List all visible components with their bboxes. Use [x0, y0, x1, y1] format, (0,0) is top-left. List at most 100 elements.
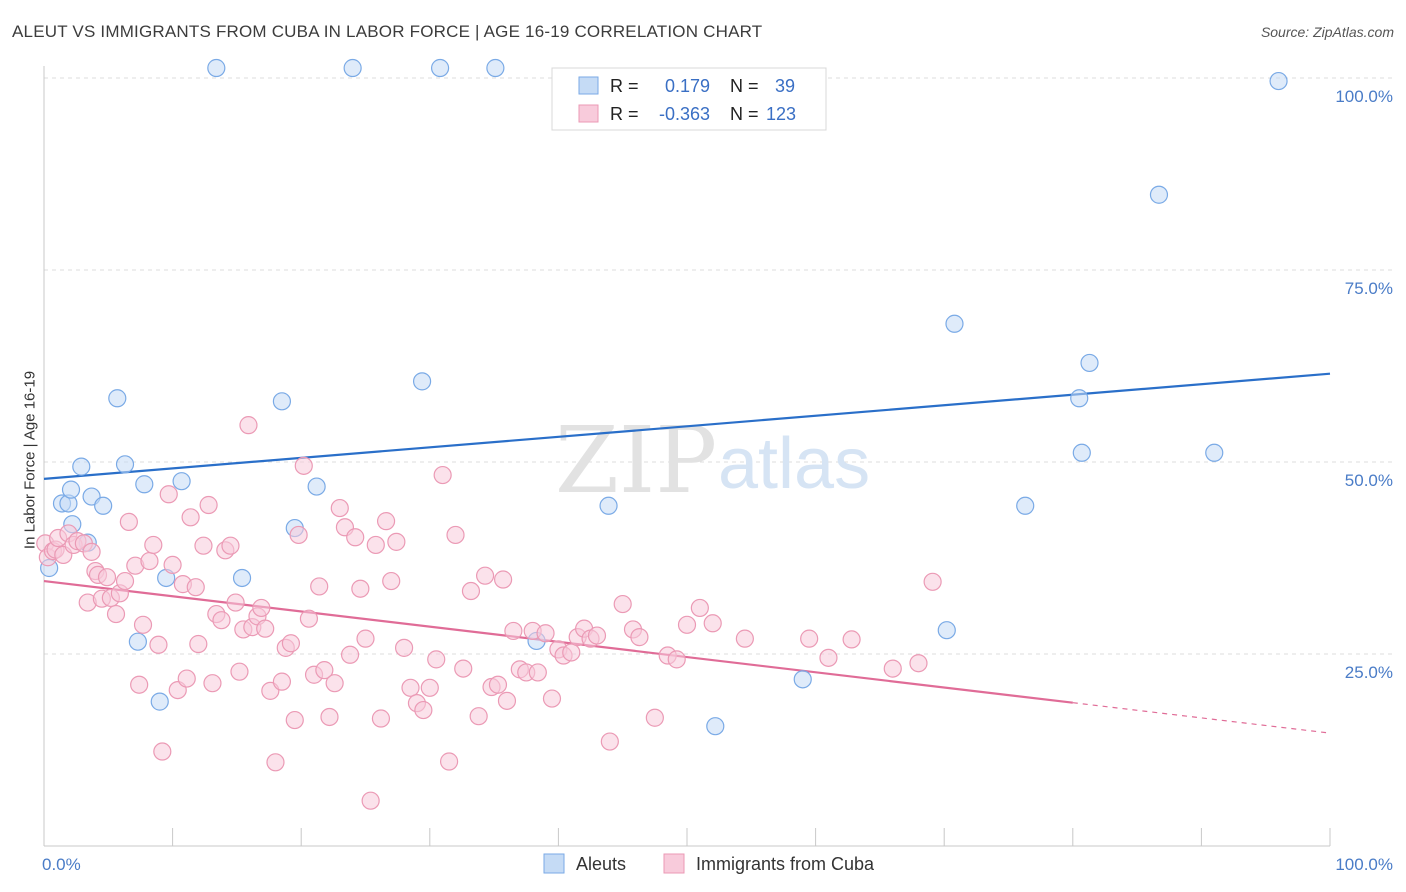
legend-swatch-cuba	[578, 104, 599, 123]
gridlines	[44, 77, 1392, 655]
cuba-point	[800, 629, 819, 648]
aleut-point	[108, 389, 127, 408]
cuba-point	[186, 578, 205, 597]
cuba-point	[285, 710, 304, 730]
legend-n-value-2: 123	[766, 104, 796, 124]
aleut-point	[1269, 71, 1288, 91]
cuba-point	[923, 572, 942, 591]
aleut-point	[1205, 443, 1224, 462]
cuba-point	[181, 508, 200, 527]
cuba-point	[221, 536, 240, 555]
aleut-point	[307, 477, 326, 496]
cuba-point	[199, 495, 218, 515]
aleut-point	[343, 58, 362, 78]
x-tick-label: 0.0%	[42, 855, 81, 874]
cuba-point	[203, 674, 222, 693]
cuba-point	[144, 535, 163, 555]
cuba-point	[281, 634, 301, 653]
cuba-point	[366, 535, 385, 555]
cuba-point	[494, 570, 513, 589]
aleut-point	[945, 314, 964, 333]
cuba-point	[226, 593, 245, 612]
cuba-point	[256, 619, 275, 638]
cuba-point	[340, 645, 360, 664]
watermark-atlas: atlas	[718, 424, 870, 504]
cuba-point	[613, 594, 632, 614]
watermark: ZIP atlas	[555, 407, 870, 514]
cuba-point	[294, 456, 313, 475]
series-legend: Aleuts Immigrants from Cuba	[543, 853, 875, 874]
cuba-point	[266, 753, 285, 772]
aleut-point	[1072, 443, 1091, 462]
aleut-point	[232, 568, 252, 588]
source-label: Source: ZipAtlas.com	[1260, 24, 1394, 40]
x-tick-labels: 0.0% 100.0%	[42, 855, 1393, 874]
aleut-point	[72, 457, 91, 476]
legend-r-value-2: -0.363	[659, 104, 710, 124]
aleut-point	[1016, 496, 1035, 515]
legend-n-label-2: N =	[730, 104, 759, 124]
cuba-point	[461, 581, 481, 601]
cuba-point	[115, 571, 135, 591]
cuba-point	[630, 628, 649, 647]
cuba-point	[439, 752, 459, 771]
cuba-point	[600, 732, 619, 751]
cuba-point	[194, 536, 213, 555]
cuba-point	[149, 635, 168, 654]
aleut-point	[430, 58, 450, 78]
legend-r-value-1: 0.179	[665, 76, 710, 96]
cuba-point	[130, 675, 149, 694]
cuba-point	[819, 648, 838, 667]
data-points	[36, 58, 1288, 810]
cuba-point	[394, 638, 414, 657]
legend-label-cuba: Immigrants from Cuba	[696, 854, 875, 874]
cuba-point	[230, 662, 249, 681]
aleut-point	[793, 670, 812, 689]
cuba-point	[401, 678, 420, 697]
cuba-point	[433, 465, 452, 485]
cuba-point	[427, 650, 446, 669]
aleut-point	[150, 692, 169, 711]
cuba-trend-extension	[1072, 702, 1331, 734]
cuba-point	[320, 707, 339, 727]
aleut-point	[172, 472, 191, 491]
cuba-point	[703, 614, 722, 633]
cuba-point	[376, 512, 396, 531]
cuba-point	[667, 650, 686, 669]
cuba-point	[177, 669, 196, 688]
legend-r-label-1: R =	[610, 76, 639, 96]
cuba-point	[140, 551, 159, 571]
cuba-point	[315, 661, 334, 680]
cuba-point	[346, 528, 365, 547]
aleut-point	[486, 58, 505, 78]
aleut-point	[1149, 185, 1169, 204]
cuba-point	[542, 689, 562, 708]
legend-n-value-1: 39	[775, 76, 795, 96]
cuba-point	[371, 709, 391, 728]
cuba-point	[212, 611, 231, 630]
aleut-point	[207, 58, 226, 78]
cuba-point	[361, 791, 380, 810]
cuba-point	[97, 568, 117, 587]
cuba-point	[272, 672, 292, 691]
cuba-point	[504, 621, 523, 641]
cuba-point	[82, 542, 101, 561]
y-tick-label: 75.0%	[1345, 279, 1393, 298]
cuba-point	[382, 571, 401, 591]
aleut-point	[61, 480, 81, 499]
watermark-zip: ZIP	[555, 407, 717, 514]
legend-swatch-cuba-bottom	[663, 853, 685, 874]
cuba-point	[330, 498, 349, 518]
cuba-point	[842, 630, 861, 649]
cuba-point	[153, 742, 172, 761]
aleut-point	[94, 496, 113, 515]
cuba-point	[351, 579, 370, 598]
cuba-point	[475, 566, 495, 585]
aleut-point	[1080, 353, 1099, 373]
legend-n-label-1: N =	[730, 76, 759, 96]
cuba-point	[252, 598, 271, 618]
y-tick-labels: 100.0% 75.0% 50.0% 25.0%	[1335, 87, 1393, 682]
cuba-point	[883, 659, 902, 678]
cuba-point	[106, 604, 126, 624]
